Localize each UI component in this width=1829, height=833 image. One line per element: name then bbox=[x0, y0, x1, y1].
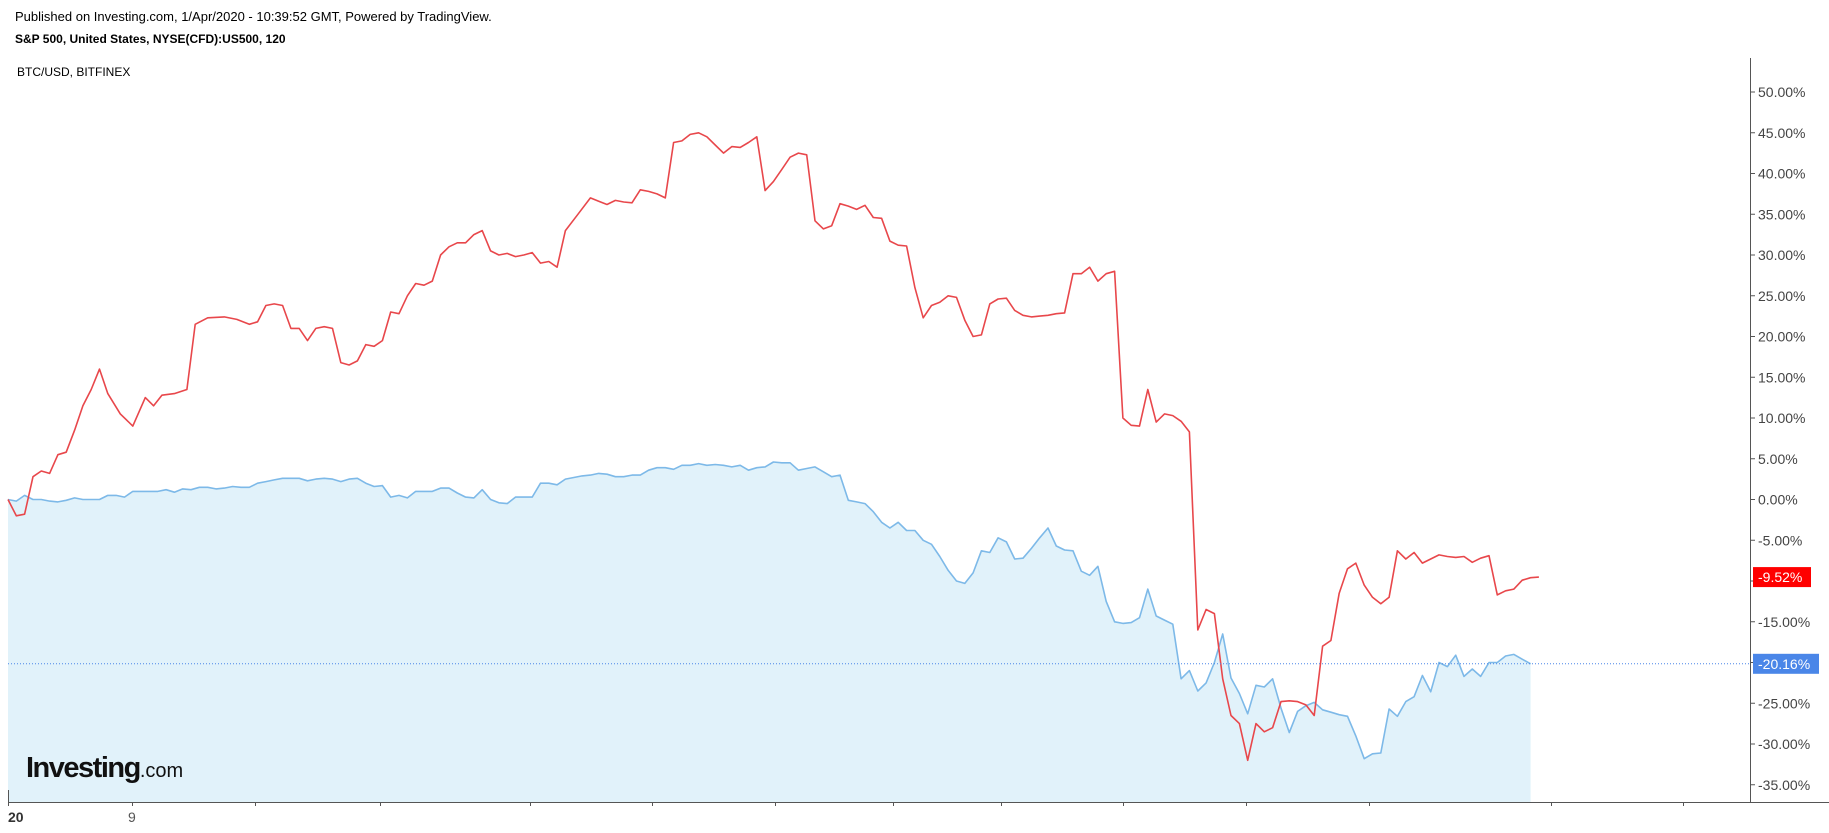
y-tick-label: 20.00% bbox=[1758, 329, 1805, 345]
x-tick-label: 20 bbox=[8, 809, 24, 825]
spx-last-value-badge-bg bbox=[1753, 653, 1819, 674]
y-tick-label: 30.00% bbox=[1758, 247, 1805, 263]
y-tick-label: -30.00% bbox=[1758, 736, 1810, 752]
spx-line[interactable] bbox=[7, 461, 1531, 760]
logo-tld: .com bbox=[139, 760, 184, 782]
y-tick-label: 0.00% bbox=[1758, 492, 1798, 508]
btc-last-value-badge: -9.52% bbox=[1758, 569, 1802, 585]
y-tick-label: 45.00% bbox=[1758, 125, 1805, 141]
y-tick-label: 25.00% bbox=[1758, 288, 1805, 304]
btc-last-value-badge-bg bbox=[1753, 567, 1811, 588]
main-symbol-title: S&P 500, United States, NYSE(CFD):US500,… bbox=[15, 32, 286, 46]
spx-last-value-badge: -20.16% bbox=[1758, 656, 1810, 672]
y-tick-label: 10.00% bbox=[1758, 410, 1805, 426]
y-tick-label: 40.00% bbox=[1758, 166, 1805, 182]
logo-brand: Investing bbox=[26, 752, 141, 784]
spx-area-fill bbox=[8, 462, 1531, 802]
y-tick-label: 5.00% bbox=[1758, 451, 1798, 467]
y-tick-label: 35.00% bbox=[1758, 206, 1805, 222]
y-tick-label: -35.00% bbox=[1758, 777, 1810, 793]
y-tick-label: -15.00% bbox=[1758, 614, 1810, 630]
y-tick-label: 15.00% bbox=[1758, 369, 1805, 385]
y-tick-label: 50.00% bbox=[1758, 84, 1805, 100]
y-tick-label: -25.00% bbox=[1758, 695, 1810, 711]
investing-logo: Investing.com bbox=[26, 752, 183, 785]
btc-line[interactable] bbox=[7, 132, 1539, 762]
y-tick-label: -5.00% bbox=[1758, 532, 1802, 548]
x-tick-label: 9 bbox=[128, 809, 136, 825]
overlay-symbol-legend[interactable]: BTC/USD, BITFINEX bbox=[17, 65, 131, 79]
published-caption: Published on Investing.com, 1/Apr/2020 -… bbox=[15, 9, 492, 24]
